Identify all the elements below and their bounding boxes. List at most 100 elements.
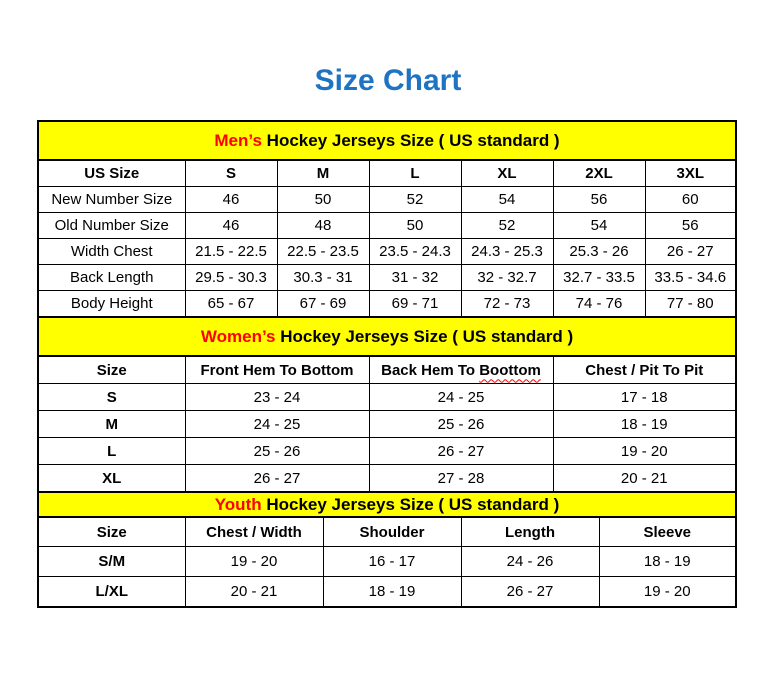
cell: 29.5 - 30.3	[184, 264, 278, 291]
cell: 26 - 27	[644, 238, 737, 265]
cell: 24.3 - 25.3	[460, 238, 554, 265]
col-header: Sleeve	[598, 516, 737, 547]
table-row: Back Length 29.5 - 30.3 30.3 - 31 31 - 3…	[37, 264, 737, 291]
section-title-text: Hockey Jerseys Size ( US standard )	[266, 130, 560, 150]
row-label: Old Number Size	[37, 212, 186, 239]
womens-size-table: Women’s Hockey Jerseys Size ( US standar…	[36, 316, 738, 493]
cell: 46	[184, 186, 278, 213]
womens-section-header: Women’s Hockey Jerseys Size ( US standar…	[36, 316, 738, 357]
col-header: XL	[460, 159, 554, 187]
table-row: Body Height 65 - 67 67 - 69 69 - 71 72 -…	[37, 290, 737, 318]
youth-section-header: Youth Hockey Jerseys Size ( US standard …	[36, 491, 738, 518]
cell: 60	[644, 186, 737, 213]
cell: 21.5 - 22.5	[184, 238, 278, 265]
section-title: Men’s Hockey Jerseys Size ( US standard …	[37, 120, 737, 161]
cell: 65 - 67	[184, 290, 278, 318]
col-header: Size	[37, 355, 186, 384]
table-row: L 25 - 26 26 - 27 19 - 20	[37, 437, 737, 465]
section-title-text: Hockey Jerseys Size ( US standard )	[266, 494, 560, 514]
cell: 23 - 24	[184, 383, 370, 411]
table-row: S/M 19 - 20 16 - 17 24 - 26 18 - 19	[37, 546, 737, 577]
cell: 69 - 71	[368, 290, 462, 318]
col-header: Chest / Pit To Pit	[552, 355, 737, 384]
cell: 50	[368, 212, 462, 239]
cell: 23.5 - 24.3	[368, 238, 462, 265]
section-title-highlight: Women’s	[200, 326, 276, 346]
cell: 20 - 21	[184, 576, 324, 608]
section-title-highlight: Men’s	[214, 130, 262, 150]
col-header: Chest / Width	[184, 516, 324, 547]
cell: 50	[276, 186, 370, 213]
row-label: Back Length	[37, 264, 186, 291]
page-title: Size Chart	[314, 64, 462, 97]
size-chart-tables: Men’s Hockey Jerseys Size ( US standard …	[36, 120, 738, 608]
cell: 32.7 - 33.5	[552, 264, 646, 291]
cell: 72 - 73	[460, 290, 554, 318]
section-title: Women’s Hockey Jerseys Size ( US standar…	[36, 316, 738, 357]
cell: 24 - 25	[184, 410, 370, 438]
col-header-text: Back Hem To	[381, 361, 476, 379]
cell: 18 - 19	[552, 410, 737, 438]
section-title-highlight: Youth	[214, 494, 262, 514]
table-row: Old Number Size 46 48 50 52 54 56	[37, 212, 737, 239]
cell: 52	[368, 186, 462, 213]
cell: 26 - 27	[460, 576, 600, 608]
row-label: S	[37, 383, 186, 411]
table-row: S 23 - 24 24 - 25 17 - 18	[37, 383, 737, 411]
cell: 52	[460, 212, 554, 239]
table-row: M 24 - 25 25 - 26 18 - 19	[37, 410, 737, 438]
cell: 56	[552, 186, 646, 213]
misspelled-word-squiggle: Boottom	[479, 361, 541, 379]
table-row: Width Chest 21.5 - 22.5 22.5 - 23.5 23.5…	[37, 238, 737, 265]
col-header: Shoulder	[322, 516, 462, 547]
cell: 67 - 69	[276, 290, 370, 318]
cell: 18 - 19	[598, 546, 737, 577]
cell: 22.5 - 23.5	[276, 238, 370, 265]
cell: 16 - 17	[322, 546, 462, 577]
cell: 33.5 - 34.6	[644, 264, 737, 291]
section-title-text: Hockey Jerseys Size ( US standard )	[280, 326, 574, 346]
row-label: Width Chest	[37, 238, 186, 265]
cell: 27 - 28	[368, 464, 554, 493]
cell: 19 - 20	[598, 576, 737, 608]
cell: 32 - 32.7	[460, 264, 554, 291]
col-header: L	[368, 159, 462, 187]
mens-section-header: Men’s Hockey Jerseys Size ( US standard …	[37, 120, 737, 161]
cell: 20 - 21	[552, 464, 737, 493]
cell: 26 - 27	[368, 437, 554, 465]
row-label: L	[37, 437, 186, 465]
cell: 74 - 76	[552, 290, 646, 318]
youth-column-header-row: Size Chest / Width Shoulder Length Sleev…	[37, 516, 737, 547]
mens-column-header-row: US Size S M L XL 2XL 3XL	[37, 159, 737, 187]
cell: 46	[184, 212, 278, 239]
cell: 25 - 26	[368, 410, 554, 438]
cell: 25.3 - 26	[552, 238, 646, 265]
cell: 31 - 32	[368, 264, 462, 291]
row-label: L/XL	[37, 576, 186, 608]
row-label: Body Height	[37, 290, 186, 318]
cell: 54	[460, 186, 554, 213]
cell: 30.3 - 31	[276, 264, 370, 291]
row-label: XL	[37, 464, 186, 493]
mens-size-table: Men’s Hockey Jerseys Size ( US standard …	[37, 120, 737, 318]
cell: 24 - 25	[368, 383, 554, 411]
womens-column-header-row: Size Front Hem To Bottom Back Hem To Boo…	[37, 355, 737, 384]
col-header: Length	[460, 516, 600, 547]
col-header: 3XL	[644, 159, 737, 187]
col-header: 2XL	[552, 159, 646, 187]
cell: 24 - 26	[460, 546, 600, 577]
cell: 25 - 26	[184, 437, 370, 465]
col-header: Size	[37, 516, 186, 547]
row-label: New Number Size	[37, 186, 186, 213]
cell: 18 - 19	[322, 576, 462, 608]
cell: 77 - 80	[644, 290, 737, 318]
section-title: Youth Hockey Jerseys Size ( US standard …	[36, 491, 738, 518]
cell: 48	[276, 212, 370, 239]
youth-size-table: Youth Hockey Jerseys Size ( US standard …	[36, 491, 738, 608]
col-header: Back Hem To Boottom	[368, 355, 554, 384]
cell: 19 - 20	[184, 546, 324, 577]
col-header: US Size	[37, 159, 186, 187]
row-label: S/M	[37, 546, 186, 577]
table-row: L/XL 20 - 21 18 - 19 26 - 27 19 - 20	[37, 576, 737, 608]
